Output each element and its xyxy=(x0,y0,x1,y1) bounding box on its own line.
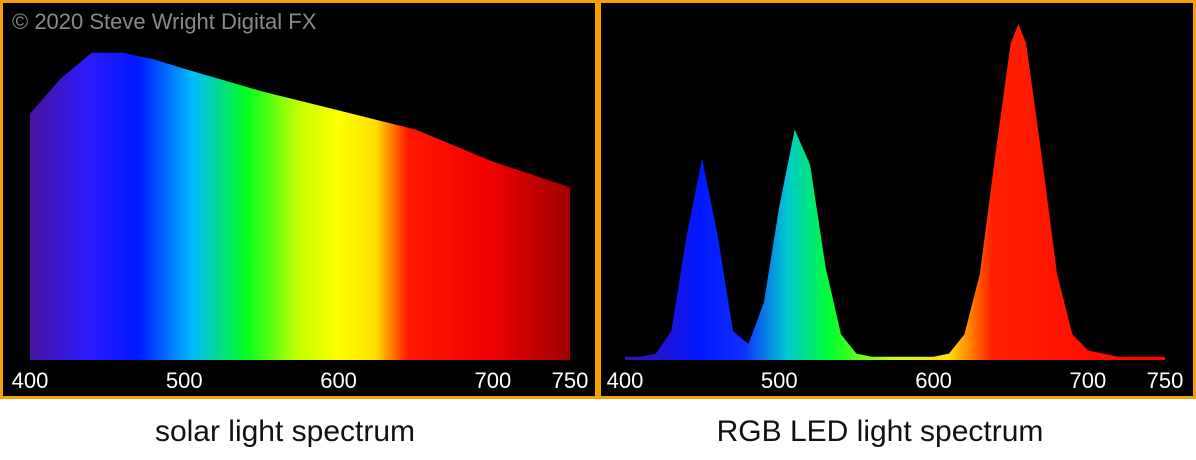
x-tick-label: 400 xyxy=(12,368,49,393)
spectrum-area xyxy=(30,52,570,361)
x-tick-label: 400 xyxy=(607,368,644,393)
x-tick-label: 700 xyxy=(474,368,511,393)
caption: solar light spectrum xyxy=(155,415,415,448)
x-tick-label: 750 xyxy=(552,368,589,393)
copyright: © 2020 Steve Wright Digital FX xyxy=(12,9,317,34)
caption: RGB LED light spectrum xyxy=(717,415,1044,448)
spectrum-area xyxy=(625,24,1165,360)
x-tick-label: 600 xyxy=(915,368,952,393)
x-tick-label: 700 xyxy=(1069,368,1106,393)
x-tick-label: 600 xyxy=(320,368,357,393)
x-tick-label: 500 xyxy=(166,368,203,393)
x-tick-label: 500 xyxy=(761,368,798,393)
x-tick-label: 750 xyxy=(1147,368,1184,393)
